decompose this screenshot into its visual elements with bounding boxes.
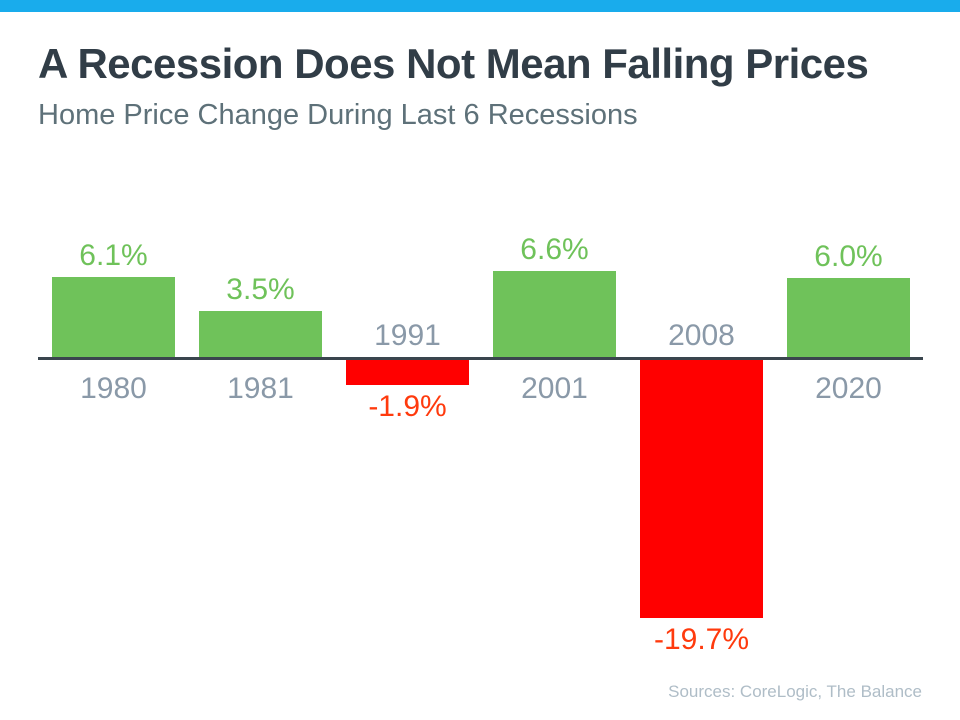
value-label-1980: 6.1% [79,239,148,272]
chart-subtitle: Home Price Change During Last 6 Recessio… [38,99,638,131]
x-axis-line [38,357,923,360]
bar-2001 [493,271,616,357]
bar-1980 [52,277,175,357]
value-label-2008: -19.7% [653,623,750,656]
sources-credit: Sources: CoreLogic, The Balance [668,682,922,701]
value-label-2001: 6.6% [520,233,589,266]
bar-1991 [346,360,469,385]
value-label-2020: 6.0% [814,240,883,273]
year-label-1991: 1991 [374,319,441,352]
year-label-2008: 2008 [668,319,735,352]
bar-chart: 6.1% 1980 3.5% 1981 -1.9% 1991 6.6% 2001 -19.7% 2… [38,0,923,720]
year-label-2020: 2020 [815,372,882,405]
bar-2008 [640,360,763,618]
year-label-1980: 1980 [80,372,147,405]
bar-2020 [787,278,910,357]
top-accent-bar [0,0,960,12]
year-label-2001: 2001 [521,372,588,405]
year-label-1981: 1981 [227,372,294,405]
value-label-1981: 3.5% [226,273,295,306]
bar-1981 [199,311,322,357]
value-label-1991: -1.9% [368,390,447,423]
page-title: A Recession Does Not Mean Falling Prices [38,40,869,87]
